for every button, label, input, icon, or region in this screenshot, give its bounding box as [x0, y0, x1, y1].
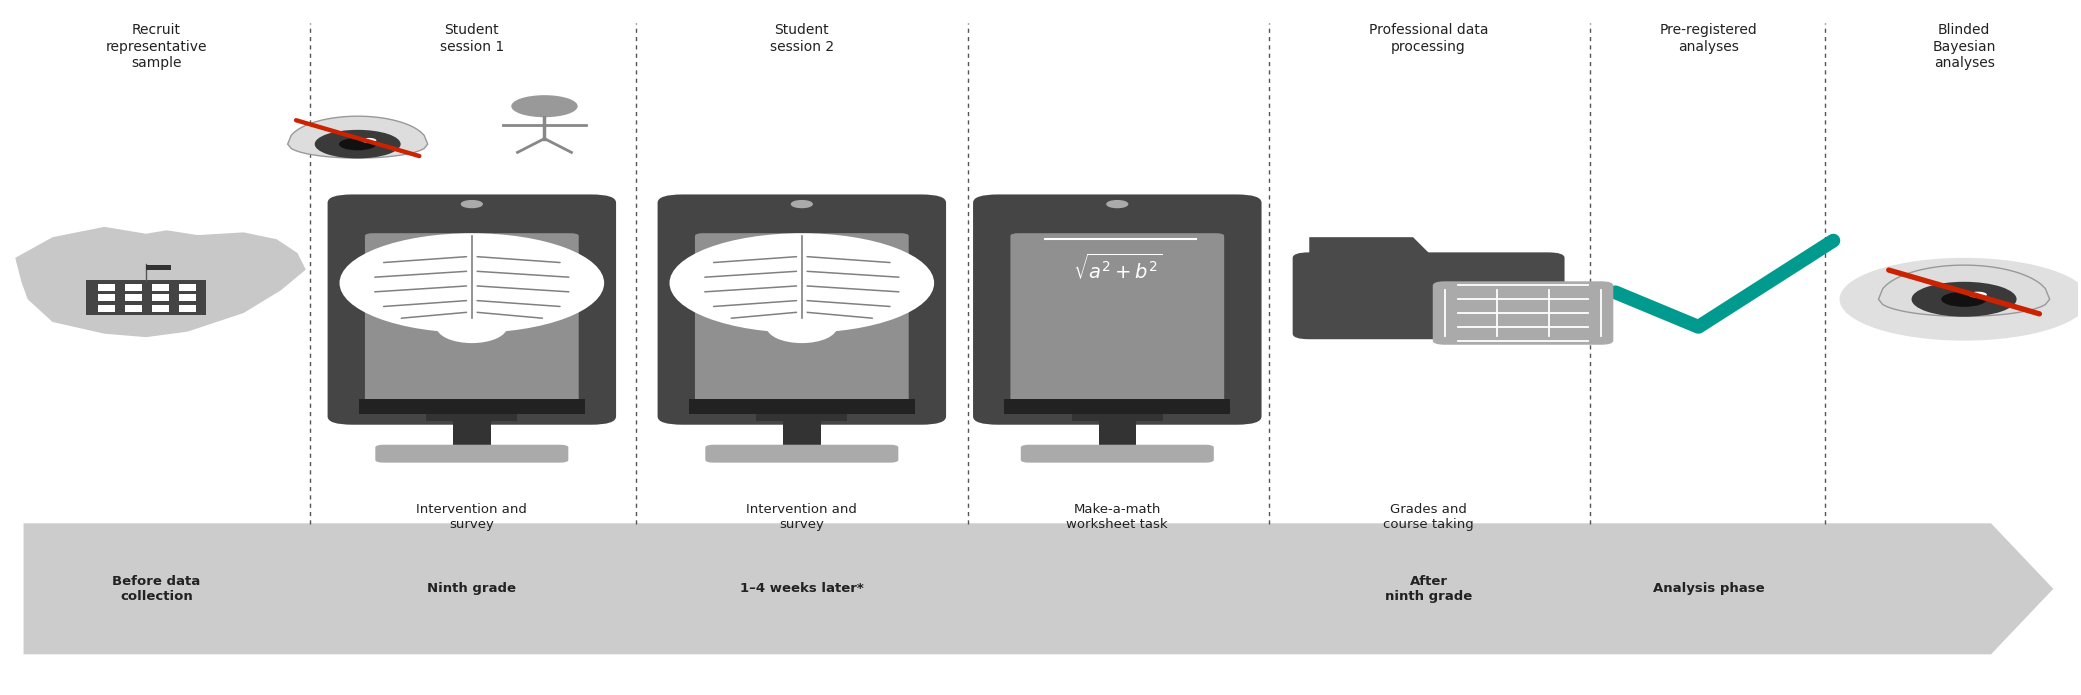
Text: $\sqrt{a^2 + b^2}$: $\sqrt{a^2 + b^2}$ [1072, 253, 1161, 283]
Circle shape [1942, 292, 1987, 306]
Text: Analysis phase: Analysis phase [1652, 582, 1765, 596]
Text: Grades and
course taking: Grades and course taking [1384, 502, 1473, 530]
FancyBboxPatch shape [1292, 252, 1565, 339]
Polygon shape [23, 523, 2054, 654]
Circle shape [512, 95, 579, 117]
Polygon shape [287, 116, 429, 158]
Bar [85, 280, 206, 284]
Text: Intervention and
survey: Intervention and survey [747, 502, 857, 530]
Bar [358, 400, 585, 414]
Text: Professional data
processing: Professional data processing [1369, 24, 1488, 54]
Polygon shape [1309, 237, 1434, 258]
FancyBboxPatch shape [364, 234, 579, 405]
Bar [689, 400, 916, 414]
Bar [1005, 400, 1230, 414]
Circle shape [1840, 258, 2081, 341]
Bar [179, 284, 196, 291]
Text: Recruit
representative
sample: Recruit representative sample [106, 24, 208, 70]
Text: After
ninth grade: After ninth grade [1386, 575, 1471, 603]
FancyBboxPatch shape [327, 195, 616, 425]
Ellipse shape [437, 311, 508, 343]
Bar [152, 304, 169, 311]
Bar [1099, 416, 1136, 448]
Bar [427, 412, 518, 420]
Circle shape [1107, 201, 1128, 208]
Bar [146, 265, 171, 270]
Circle shape [1912, 281, 2016, 317]
Text: Pre-registered
analyses: Pre-registered analyses [1661, 24, 1758, 54]
Text: Ninth grade: Ninth grade [427, 582, 516, 596]
Bar [125, 284, 142, 291]
FancyBboxPatch shape [1011, 234, 1224, 405]
Bar [125, 295, 142, 302]
FancyBboxPatch shape [1432, 281, 1613, 345]
FancyBboxPatch shape [658, 195, 947, 425]
Text: Blinded
Bayesian
analyses: Blinded Bayesian analyses [1933, 24, 1996, 70]
Polygon shape [1879, 265, 2050, 316]
Bar [85, 284, 206, 315]
FancyBboxPatch shape [1022, 445, 1213, 463]
Bar [179, 295, 196, 302]
FancyBboxPatch shape [705, 445, 899, 463]
Circle shape [339, 138, 377, 150]
Bar [152, 284, 169, 291]
Bar [98, 284, 114, 291]
Text: Student
session 1: Student session 1 [439, 24, 504, 54]
Ellipse shape [670, 234, 934, 333]
Ellipse shape [766, 311, 837, 343]
FancyBboxPatch shape [974, 195, 1261, 425]
Bar [98, 295, 114, 302]
Circle shape [314, 130, 402, 158]
Bar [755, 412, 847, 420]
Text: Make-a-math
worksheet task: Make-a-math worksheet task [1065, 502, 1167, 530]
Bar [152, 295, 169, 302]
Bar [454, 416, 491, 448]
Bar [782, 416, 820, 448]
Bar [125, 304, 142, 311]
Text: Student
session 2: Student session 2 [770, 24, 834, 54]
Text: Before data
collection: Before data collection [112, 575, 200, 603]
Bar [179, 304, 196, 311]
Text: Intervention and
survey: Intervention and survey [416, 502, 526, 530]
Bar [98, 304, 114, 311]
Circle shape [791, 201, 812, 208]
Polygon shape [15, 227, 306, 337]
Ellipse shape [339, 234, 603, 333]
Text: 1–4 weeks later*: 1–4 weeks later* [741, 582, 864, 596]
Circle shape [462, 201, 483, 208]
Circle shape [1969, 292, 1987, 297]
FancyBboxPatch shape [375, 445, 568, 463]
Circle shape [362, 138, 377, 143]
Bar [1072, 412, 1163, 420]
FancyBboxPatch shape [695, 234, 909, 405]
